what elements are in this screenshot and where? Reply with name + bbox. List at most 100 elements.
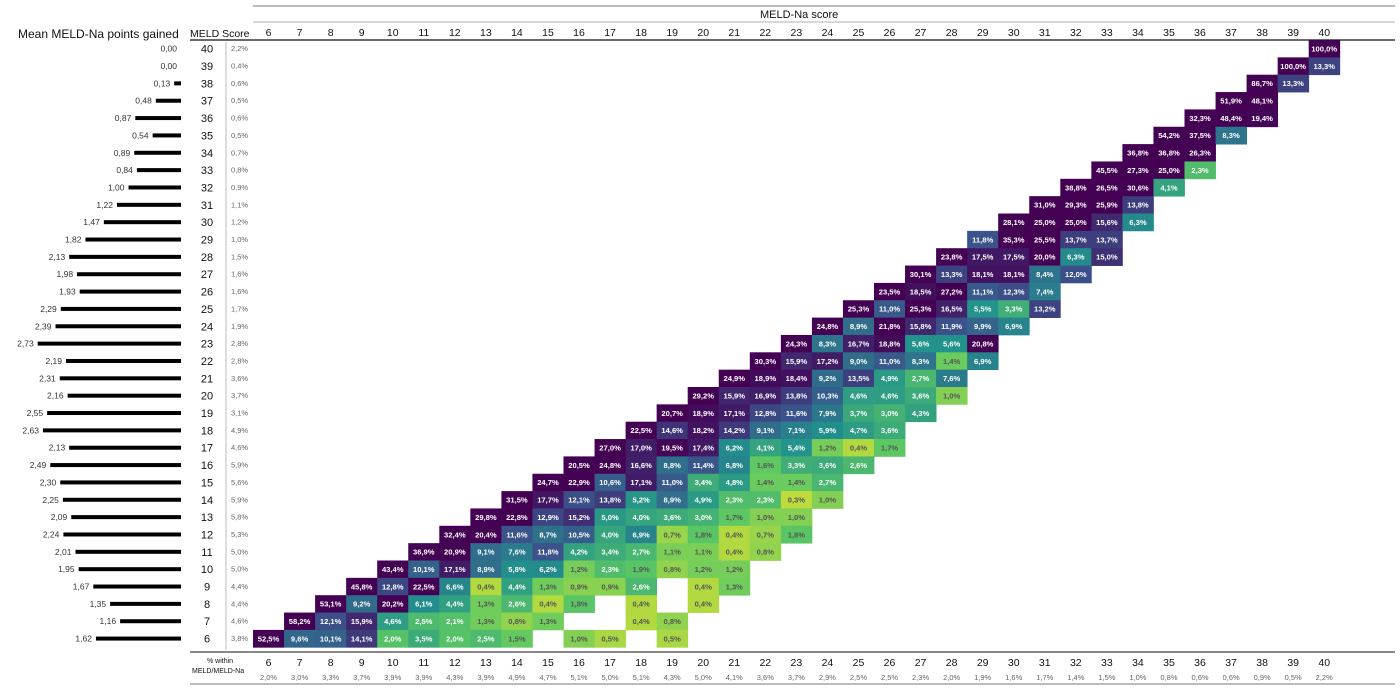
col-label-top: 18 xyxy=(635,27,647,39)
row-meld-label: 28 xyxy=(201,252,213,264)
heatmap-cell-label: 30,1% xyxy=(910,270,932,279)
heatmap-cell-label: 15,0% xyxy=(1096,253,1118,262)
col-label-top: 35 xyxy=(1163,27,1175,39)
heatmap-cell-label: 20,4% xyxy=(475,530,497,539)
heatmap-cell xyxy=(967,265,999,284)
col-pct-within-meld-na: 2,0% xyxy=(260,673,277,682)
heatmap-cell xyxy=(1060,178,1092,197)
heatmap-cell-label: 9,2% xyxy=(819,374,837,383)
heatmap-cell xyxy=(998,230,1030,249)
heatmap-cell-label: 6,3% xyxy=(1129,218,1147,227)
col-label-top: 11 xyxy=(418,27,429,39)
heatmap-cell-label: 19,5% xyxy=(661,444,683,453)
heatmap-cell-label: 53,1% xyxy=(320,600,342,609)
col-label-top: 16 xyxy=(573,27,585,39)
heatmap-cell xyxy=(1184,144,1216,162)
mean-points-bar xyxy=(60,306,181,311)
heatmap-cell xyxy=(439,543,471,561)
heatmap-cell xyxy=(1060,248,1092,266)
heatmap-cell-label: 20,7% xyxy=(661,409,683,418)
row-pct-within-meld: 0,7% xyxy=(231,148,248,157)
heatmap-cell-label: 0,5% xyxy=(601,634,619,643)
heatmap-cell xyxy=(439,629,471,648)
heatmap-cell xyxy=(594,543,626,561)
col-label-top: 9 xyxy=(359,27,365,39)
row-meld-label: 38 xyxy=(201,78,213,90)
row-meld-label: 30 xyxy=(201,217,213,229)
col-label-bottom: 17 xyxy=(604,657,616,669)
meld-score-header: MELD Score xyxy=(190,28,250,40)
mean-points-bar xyxy=(71,515,181,520)
heatmap-cell xyxy=(874,439,906,457)
heatmap-cell-label: 1,6% xyxy=(757,461,775,470)
heatmap-cell-label: 22,5% xyxy=(630,426,652,435)
heatmap-cell xyxy=(532,595,564,613)
mean-points-label: 0,48 xyxy=(135,96,152,106)
row-pct-within-meld: 0,5% xyxy=(231,131,248,140)
col-pct-within-meld-na: 0,8% xyxy=(1160,673,1177,682)
heatmap-cell xyxy=(874,404,906,423)
heatmap-cell xyxy=(1029,196,1061,214)
heatmap-cell-label: 0,4% xyxy=(695,600,713,609)
heatmap-cell xyxy=(408,543,440,561)
heatmap-cell xyxy=(656,473,689,492)
heatmap-cell-label: 12,3% xyxy=(1003,287,1025,296)
heatmap-cell xyxy=(811,491,844,509)
heatmap-cell xyxy=(936,387,968,405)
heatmap-cell xyxy=(656,491,689,509)
col-label-bottom: 6 xyxy=(266,657,272,669)
heatmap-cell xyxy=(1060,196,1092,214)
col-label-top: 15 xyxy=(542,27,554,39)
heatmap-cell-label: 13,8% xyxy=(599,496,621,505)
heatmap-cell-label: 3,0% xyxy=(695,513,713,522)
heatmap-cell xyxy=(718,560,751,579)
heatmap-cell-label: 1,3% xyxy=(477,600,495,609)
col-label-bottom: 18 xyxy=(635,657,647,669)
heatmap-cell xyxy=(315,595,347,613)
heatmap-cell xyxy=(563,560,595,579)
heatmap-cell-label: 2,0% xyxy=(384,634,402,643)
heatmap-cell xyxy=(998,248,1030,266)
heatmap-cell-label: 38,8% xyxy=(1065,183,1087,192)
heatmap-cell-label: 9,6% xyxy=(291,634,309,643)
heatmap-cell-label: 58,2% xyxy=(289,617,311,626)
row-pct-within-meld: 1,2% xyxy=(231,218,248,227)
heatmap-cell xyxy=(1029,230,1061,249)
row-meld-label: 15 xyxy=(201,477,213,489)
col-label-top: 38 xyxy=(1256,27,1268,39)
heatmap-cell-label: 6,9% xyxy=(632,530,650,539)
heatmap-cell-label: 3,7% xyxy=(850,409,868,418)
heatmap-cell xyxy=(1153,126,1185,145)
heatmap-cell xyxy=(967,230,999,249)
heatmap-cell xyxy=(532,543,564,561)
col-pct-within-meld-na: 1,0% xyxy=(1129,673,1146,682)
heatmap-cell-label: 31,0% xyxy=(1034,201,1056,210)
heatmap-cell xyxy=(594,629,626,648)
heatmap-cell xyxy=(1091,178,1123,197)
col-label-bottom: 25 xyxy=(853,657,865,669)
col-label-bottom: 32 xyxy=(1070,657,1082,669)
heatmap-cell xyxy=(594,491,626,509)
heatmap-cell-label: 5,0% xyxy=(601,513,619,522)
heatmap-cell xyxy=(377,595,409,613)
heatmap-cell xyxy=(874,334,906,353)
row-pct-within-meld: 5,8% xyxy=(231,513,248,522)
heatmap-cell xyxy=(1153,178,1185,197)
col-pct-within-meld-na: 5,0% xyxy=(695,673,712,682)
row-pct-within-meld: 1,9% xyxy=(231,322,248,331)
heatmap-cell-label: 13,7% xyxy=(1096,235,1118,244)
heatmap-cell xyxy=(563,473,595,492)
heatmap-cell xyxy=(905,317,937,336)
heatmap-cell xyxy=(625,473,658,492)
heatmap-cell-label: 17,1% xyxy=(630,478,652,487)
heatmap-cell xyxy=(967,317,999,336)
heatmap-cell-label: 15,8% xyxy=(910,322,932,331)
col-pct-within-meld-na: 2,5% xyxy=(850,673,867,682)
heatmap-cell xyxy=(749,473,782,492)
heatmap-cell-label: 1,7% xyxy=(726,513,744,522)
col-label-top: 32 xyxy=(1070,27,1082,39)
heatmap-cell-label: 20,8% xyxy=(972,339,994,348)
heatmap-cell-label: 12,8% xyxy=(382,582,404,591)
row-pct-within-meld: 2,2% xyxy=(231,44,248,53)
heatmap-cell xyxy=(501,525,533,544)
